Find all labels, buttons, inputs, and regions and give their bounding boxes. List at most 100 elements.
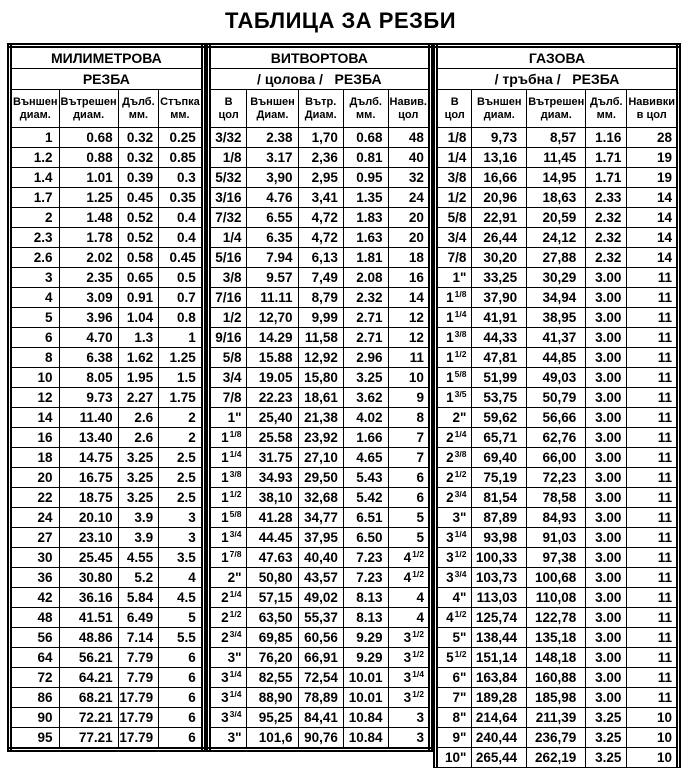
fraction-superscript: 1/4: [229, 449, 242, 459]
table-cell: 18,61: [297, 387, 344, 408]
table-cell: 6: [387, 487, 431, 508]
table-cell: 3: [158, 507, 204, 528]
table-cell: 1.81: [342, 247, 389, 268]
table-cell: 1.83: [342, 207, 389, 228]
fraction-superscript: 1/8: [454, 289, 467, 299]
table-cell: 11: [626, 267, 679, 288]
table-cell: 3": [434, 507, 473, 528]
fraction-superscript: 1/2: [412, 649, 424, 659]
table-cell: 3,90: [246, 167, 299, 188]
table-cell: 51/2: [434, 647, 473, 668]
table-cell: 3.96: [58, 307, 119, 328]
table-cell: 25,40: [246, 407, 299, 428]
table-cell: 1.3: [117, 327, 160, 348]
column-header: Дълб. мм.: [585, 89, 628, 128]
table-cell: 69,85: [246, 627, 299, 648]
table-cell: 90,76: [297, 727, 344, 750]
table-cell: 1.62: [117, 347, 160, 368]
table-cell: 4,72: [297, 227, 344, 248]
table-cell: 3.00: [585, 387, 628, 408]
table-cell: 1.35: [342, 187, 389, 208]
fraction-superscript: 5/8: [454, 369, 467, 379]
table-cell: 3.00: [585, 487, 628, 508]
table-cell: 63,50: [246, 607, 299, 628]
table-cell: 21/4: [434, 427, 473, 448]
table-row: 5/32 3,90 2,95 0.95 32: [207, 167, 431, 188]
table-cell: 30.80: [58, 567, 119, 588]
table-row: 6 4.70 1.3 1: [9, 327, 204, 348]
table-cell: 30,20: [471, 247, 528, 268]
table-cell: 64.21: [58, 667, 119, 688]
table-cell: 48: [387, 127, 431, 148]
column-header: Дълб. мм.: [117, 89, 160, 128]
table-cell: 56: [9, 627, 60, 648]
table-cell: 1/8: [434, 127, 473, 148]
table-cell: 6,13: [297, 247, 344, 268]
table-cell: 6.50: [342, 527, 389, 548]
table-row: 72 64.21 7.79 6: [9, 667, 204, 688]
table-cell: 19.05: [246, 367, 299, 388]
table-cell: 2.02: [58, 247, 119, 268]
table-cell: 1/4: [434, 147, 473, 168]
table-cell: 3.00: [585, 427, 628, 448]
table-cell: 2,95: [297, 167, 344, 188]
section-title: ГАЗОВА: [434, 45, 680, 69]
table-cell: 3.5: [158, 547, 204, 568]
table-cell: 18,63: [526, 187, 587, 208]
table-cell: 22.23: [246, 387, 299, 408]
table-cell: 0.35: [158, 187, 204, 208]
document-sheet: ТАБЛИЦА ЗА РЕЗБИ МИЛИМЕТРОВА РЕЗБА Външен д…: [0, 8, 681, 768]
table-cell: 3.09: [58, 287, 119, 308]
table-cell: 28: [626, 127, 679, 148]
table-cell: 14: [626, 227, 679, 248]
table-cell: 5.43: [342, 467, 389, 488]
table-cell: 4.65: [342, 447, 389, 468]
table-row: 4" 113,03 110,08 3.00 11: [434, 587, 679, 608]
table-cell: 138,44: [471, 627, 528, 648]
table-cell: 3: [387, 727, 431, 750]
section-subtitle: / цолова / РЕЗБА: [207, 68, 431, 90]
table-cell: 17.79: [117, 687, 160, 708]
table-cell: 31.75: [246, 447, 299, 468]
table-cell: 2.32: [585, 247, 628, 268]
table-row: 3" 87,89 84,93 3.00 11: [434, 507, 679, 528]
column-header: Вътрешен диам.: [58, 89, 119, 128]
table-cell: 3.00: [585, 567, 628, 588]
table-cell: 11: [626, 547, 679, 568]
table-cell: 5.84: [117, 587, 160, 608]
table-cell: 19: [626, 167, 679, 188]
table-cell: 2,36: [297, 147, 344, 168]
table-cell: 6.35: [246, 227, 299, 248]
table-cell: 42: [9, 587, 60, 608]
fraction-superscript: 1/8: [229, 429, 242, 439]
table-cell: 3.25: [342, 367, 389, 388]
table-row: 17/8 47.63 40,40 7.23 41/2: [207, 547, 431, 568]
table-cell: 2: [158, 427, 204, 448]
table-cell: 1.16: [585, 127, 628, 148]
table-row: 2" 59,62 56,66 3.00 11: [434, 407, 679, 428]
table-cell: 84,41: [297, 707, 344, 728]
table-row: 13/8 44,33 41,37 3.00 11: [434, 327, 679, 348]
table-cell: 0.68: [342, 127, 389, 148]
table-cell: 11,45: [526, 147, 587, 168]
fraction-superscript: 1/4: [454, 429, 467, 439]
table-cell: 13/8: [434, 327, 473, 348]
table-cell: 10: [626, 707, 679, 728]
table-cell: 13/8: [207, 467, 248, 488]
table-cell: 22,91: [471, 207, 528, 228]
table-cell: 2.96: [342, 347, 389, 368]
table-cell: 3,41: [297, 187, 344, 208]
table-cell: 4: [387, 607, 431, 628]
table-cell: 2.6: [9, 247, 60, 268]
table-cell: 11.11: [246, 287, 299, 308]
table-cell: 3.25: [117, 487, 160, 508]
table-row: 3/32 2.38 1,70 0.68 48: [207, 127, 431, 148]
table-cell: 3.00: [585, 607, 628, 628]
fraction-superscript: 1/2: [412, 629, 424, 639]
table-row: 11/4 41,91 38,95 3.00 11: [434, 307, 679, 328]
table-cell: 17/8: [207, 547, 248, 568]
table-cell: 0.45: [158, 247, 204, 268]
table-row: 3/16 4.76 3,41 1.35 24: [207, 187, 431, 208]
table-cell: 5: [387, 507, 431, 528]
table-cell: 50,79: [526, 387, 587, 408]
